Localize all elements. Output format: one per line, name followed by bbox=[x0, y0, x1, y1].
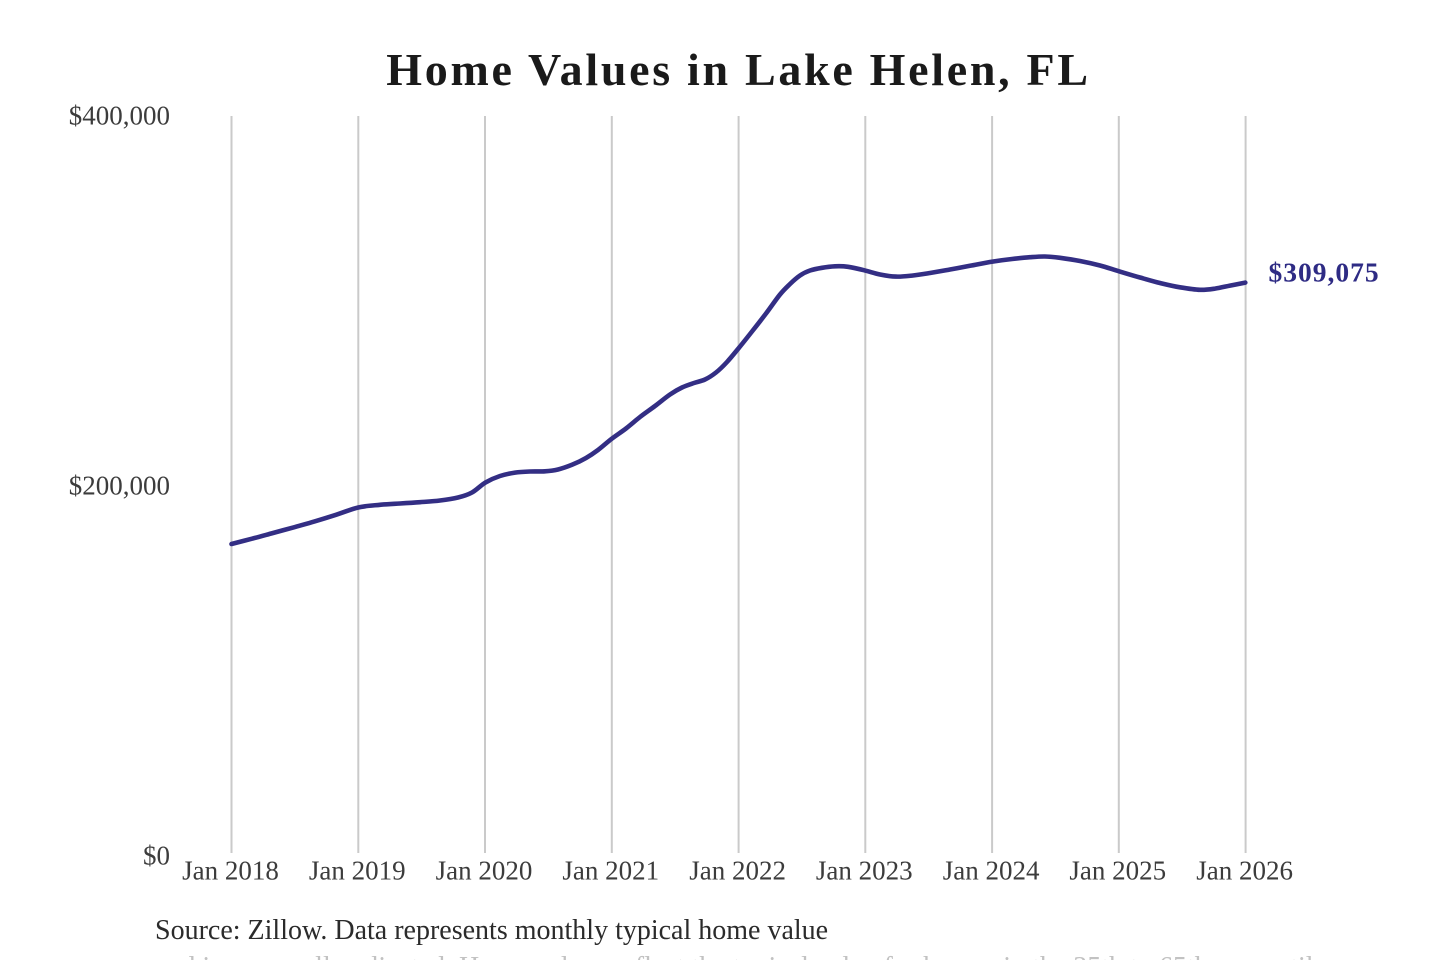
svg-text:Home Values in Lake Helen, FL: Home Values in Lake Helen, FL bbox=[386, 44, 1090, 95]
svg-text:Jan 2025: Jan 2025 bbox=[1069, 856, 1166, 886]
svg-text:Jan 2023: Jan 2023 bbox=[816, 856, 913, 886]
svg-text:Jan 2024: Jan 2024 bbox=[943, 856, 1040, 886]
svg-text:Jan 2022: Jan 2022 bbox=[689, 856, 786, 886]
svg-text:Jan 2018: Jan 2018 bbox=[182, 856, 279, 886]
svg-text:Jan 2021: Jan 2021 bbox=[562, 856, 659, 886]
svg-text:and is seasonally adjusted. Ho: and is seasonally adjusted. Home values … bbox=[155, 952, 1333, 960]
svg-text:$309,075: $309,075 bbox=[1269, 257, 1380, 288]
svg-text:Jan 2019: Jan 2019 bbox=[309, 856, 406, 886]
svg-text:$0: $0 bbox=[143, 841, 170, 871]
svg-text:Jan 2020: Jan 2020 bbox=[436, 856, 533, 886]
svg-text:Jan 2026: Jan 2026 bbox=[1196, 856, 1293, 886]
svg-text:Source: Zillow. Data represent: Source: Zillow. Data represents monthly … bbox=[155, 915, 828, 946]
svg-text:$400,000: $400,000 bbox=[69, 101, 170, 131]
svg-text:$200,000: $200,000 bbox=[69, 471, 170, 501]
